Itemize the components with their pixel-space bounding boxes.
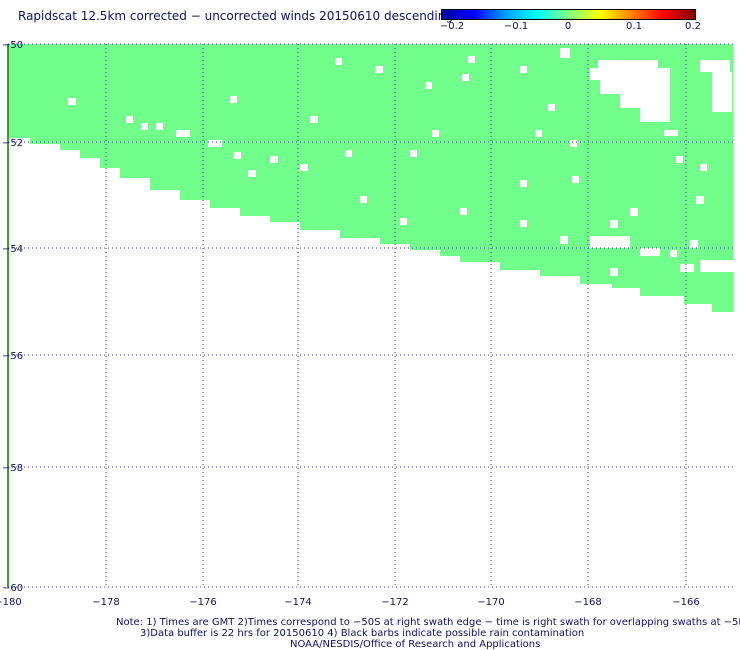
colorbar-label-pos01: 0.1: [626, 21, 642, 32]
data-gap: [560, 48, 570, 58]
data-gap: [696, 196, 704, 204]
data-gap: [360, 196, 367, 203]
data-gap: [600, 80, 670, 94]
data-gap: [640, 248, 660, 256]
data-gap: [590, 236, 630, 248]
colorbar-label-neg02: −0.2: [439, 21, 465, 32]
latitude-label: −60: [2, 583, 23, 594]
longitude-label: −172: [381, 597, 408, 608]
data-gap: [126, 116, 133, 123]
data-gap: [176, 130, 190, 137]
data-gap: [300, 164, 308, 171]
data-gap: [570, 300, 577, 307]
data-gap: [400, 218, 407, 225]
longitude-label: −178: [92, 597, 119, 608]
data-gap: [590, 68, 670, 80]
data-gap: [640, 108, 670, 122]
data-gap: [468, 56, 475, 63]
data-gap: [432, 130, 439, 137]
data-gap: [156, 123, 163, 130]
data-gap: [345, 150, 352, 157]
data-gap: [248, 170, 256, 177]
longitude-label: −166: [672, 597, 699, 608]
data-gap: [310, 116, 318, 123]
data-gap: [270, 156, 278, 163]
data-gap: [462, 74, 469, 81]
data-gap: [335, 58, 342, 65]
data-gap: [230, 96, 237, 103]
data-gap: [598, 60, 658, 68]
data-gap: [141, 123, 148, 130]
data-gap: [570, 140, 577, 147]
data-gap: [610, 268, 618, 276]
data-gap: [572, 176, 579, 183]
latitude-labels: −50 −52 −54 −56 −58 −60: [2, 40, 23, 594]
data-gap: [520, 66, 527, 73]
data-gap: [610, 220, 618, 228]
data-gap: [620, 94, 670, 108]
latitude-label: −52: [2, 138, 23, 149]
colorbar-label-zero: 0: [564, 21, 572, 32]
data-gap: [520, 180, 527, 187]
latitude-label: −54: [2, 244, 23, 255]
data-gap: [676, 156, 683, 163]
latitude-label: −50: [2, 40, 23, 51]
colorbar-label-neg01: −0.1: [503, 21, 529, 32]
data-gap: [700, 164, 707, 171]
latitude-label: −56: [2, 351, 23, 362]
data-gap: [460, 208, 467, 215]
longitude-label: −180: [0, 597, 22, 608]
data-gap: [208, 140, 222, 147]
data-gap: [664, 130, 678, 136]
data-gap: [233, 152, 241, 159]
note-line-1: Note: 1) Times are GMT 2)Times correspon…: [116, 617, 740, 628]
longitude-labels: −180 −178 −176 −174 −172 −170 −168 −166: [0, 597, 700, 608]
data-gap: [410, 150, 417, 157]
lat-lon-grid: [8, 43, 733, 588]
data-gap: [520, 220, 527, 227]
data-gap: [700, 260, 733, 272]
data-gap: [68, 98, 76, 105]
data-gap: [425, 82, 432, 89]
data-gap: [630, 208, 638, 216]
data-gap: [535, 130, 542, 137]
longitude-label: −174: [284, 597, 311, 608]
data-gap: [712, 72, 732, 112]
data-gap: [375, 66, 383, 73]
longitude-label: −176: [189, 597, 216, 608]
data-gap: [680, 264, 694, 272]
colorbar-label-pos02: 0.2: [685, 21, 701, 32]
colorbar: [441, 9, 696, 20]
data-gap: [548, 104, 555, 111]
note-line-2: 3)Data buffer is 22 hrs for 20150610 4) …: [140, 628, 585, 639]
latitude-label: −58: [2, 463, 23, 474]
data-gap: [560, 236, 568, 244]
map-title: Rapidscat 12.5km corrected − uncorrected…: [18, 9, 453, 23]
longitude-label: −170: [477, 597, 504, 608]
data-gap: [700, 60, 730, 72]
data-gap: [690, 240, 698, 248]
credit-line: NOAA/NESDIS/Office of Research and Appli…: [290, 639, 541, 650]
longitude-label: −168: [574, 597, 601, 608]
data-gap: [670, 250, 677, 257]
data-gaps: [68, 48, 733, 307]
